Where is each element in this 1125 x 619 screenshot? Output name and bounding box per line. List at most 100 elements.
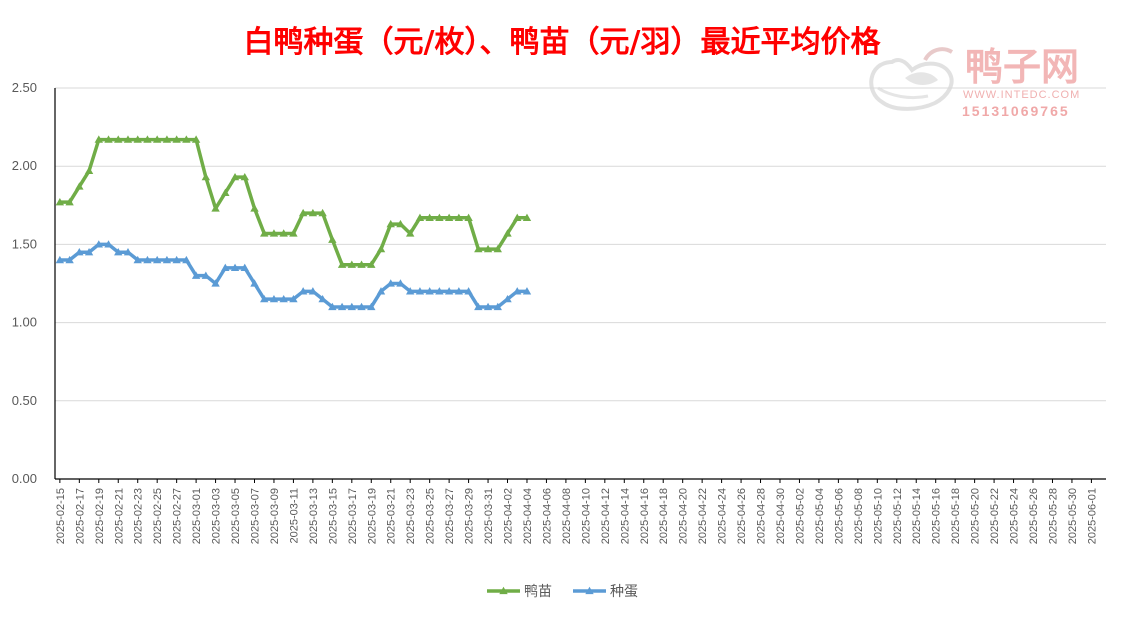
data-point	[260, 294, 269, 303]
data-point	[65, 197, 74, 206]
legend-item: 鸭苗	[487, 584, 552, 600]
data-point	[240, 263, 249, 272]
watermark-phone: 15131069765	[962, 103, 1070, 119]
data-point	[172, 255, 181, 264]
data-point	[94, 135, 103, 143]
watermark-brand: 鸭子网	[965, 44, 1079, 89]
data-point	[444, 213, 454, 221]
data-point	[474, 302, 483, 311]
x-tick-label: 2025-02-25	[152, 488, 164, 544]
x-tick-label: 2025-04-28	[756, 488, 768, 544]
data-point	[503, 294, 512, 303]
data-point	[386, 279, 395, 287]
grid	[55, 87, 1106, 402]
series-line	[59, 137, 527, 267]
x-tick-label: 2025-05-12	[892, 488, 904, 544]
data-point	[240, 172, 249, 181]
x-tick-label: 2025-03-27	[444, 488, 456, 544]
data-point	[230, 263, 240, 272]
data-point	[298, 208, 308, 217]
data-point	[454, 213, 464, 221]
data-point	[347, 302, 357, 311]
x-tick-label: 2025-03-23	[405, 488, 417, 544]
x-tick-label: 2025-05-22	[989, 488, 1001, 544]
data-point	[133, 255, 142, 264]
x-tick-label: 2025-03-09	[269, 488, 281, 544]
data-point	[308, 208, 318, 217]
data-point	[367, 302, 376, 311]
x-tick-label: 2025-02-15	[55, 488, 67, 544]
x-tick-label: 2025-04-18	[658, 488, 670, 544]
x-tick-label: 2025-05-20	[970, 488, 982, 544]
data-point	[318, 208, 327, 217]
x-tick-label: 2025-04-10	[580, 488, 592, 544]
data-point	[55, 255, 65, 264]
x-tick-label: 2025-04-22	[697, 488, 709, 544]
data-point	[396, 279, 405, 287]
data-point	[396, 219, 405, 228]
data-point	[522, 287, 532, 295]
data-point	[94, 240, 103, 248]
y-tick-label: 1.50	[12, 236, 37, 251]
legend: 鸭苗 种蛋	[487, 584, 638, 600]
data-point	[513, 213, 522, 221]
x-tick-label: 2025-04-12	[600, 488, 612, 544]
data-point	[84, 248, 94, 256]
x-tick-label: 2025-05-30	[1067, 488, 1079, 544]
data-point	[483, 302, 493, 311]
x-tick-label: 2025-03-17	[347, 488, 359, 544]
data-point	[221, 188, 230, 196]
x-tick-label: 2025-05-18	[950, 488, 962, 544]
x-tick-label: 2025-06-01	[1086, 488, 1098, 544]
data-point	[269, 294, 279, 303]
x-tick-label: 2025-05-28	[1047, 488, 1059, 544]
x-tick-label: 2025-03-13	[308, 488, 320, 544]
x-axis: 2025-02-15 2025-02-17 2025-02-19 2025-02-21…	[55, 479, 1098, 544]
x-tick-label: 2025-05-16	[931, 488, 943, 544]
data-point	[172, 135, 181, 143]
x-tick-label: 2025-04-30	[775, 488, 787, 544]
x-tick-label: 2025-03-03	[211, 488, 223, 544]
watermark-site: WWW.INTEDC.COM	[963, 89, 1080, 101]
data-point	[357, 302, 366, 311]
x-tick-label: 2025-05-14	[911, 488, 923, 544]
data-point	[376, 244, 386, 253]
duck-logo-icon	[869, 47, 954, 111]
y-tick-label: 2.00	[12, 158, 37, 173]
data-point	[143, 255, 152, 264]
data-point	[211, 279, 220, 287]
watermark: 鸭子网 WWW.INTEDC.COM 15131069765	[869, 44, 1080, 119]
y-axis: 0.00 0.50 1.00 1.50 2.00 2.50	[12, 80, 1106, 486]
data-point	[474, 244, 483, 253]
data-point	[328, 302, 337, 311]
legend-marker	[499, 586, 508, 595]
x-tick-label: 2025-05-26	[1028, 488, 1040, 544]
x-tick-label: 2025-05-04	[814, 488, 826, 544]
data-point	[114, 248, 123, 256]
x-tick-label: 2025-02-27	[172, 488, 184, 544]
data-point	[289, 229, 298, 237]
x-tick-label: 2025-05-24	[1009, 488, 1021, 544]
data-point	[279, 294, 288, 303]
data-point	[308, 287, 318, 295]
legend-label: 鸭苗	[524, 584, 552, 600]
data-point	[75, 248, 84, 256]
data-point	[65, 255, 74, 264]
data-point	[191, 271, 201, 279]
data-point	[211, 204, 220, 212]
data-point	[75, 182, 84, 190]
data-point	[84, 166, 94, 175]
data-point	[201, 172, 211, 181]
data-point	[405, 229, 415, 237]
data-point	[230, 172, 240, 181]
data-point	[152, 135, 162, 143]
x-tick-label: 2025-05-02	[794, 488, 806, 544]
legend-marker	[585, 586, 594, 595]
data-point	[221, 263, 230, 272]
x-tick-label: 2025-02-19	[94, 488, 106, 544]
x-tick-label: 2025-03-19	[366, 488, 378, 544]
x-tick-label: 2025-04-08	[561, 488, 573, 544]
data-point	[260, 229, 269, 237]
x-tick-label: 2025-03-29	[464, 488, 476, 544]
